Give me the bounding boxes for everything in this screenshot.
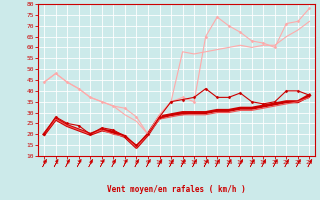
X-axis label: Vent moyen/en rafales ( km/h ): Vent moyen/en rafales ( km/h )	[108, 185, 246, 194]
